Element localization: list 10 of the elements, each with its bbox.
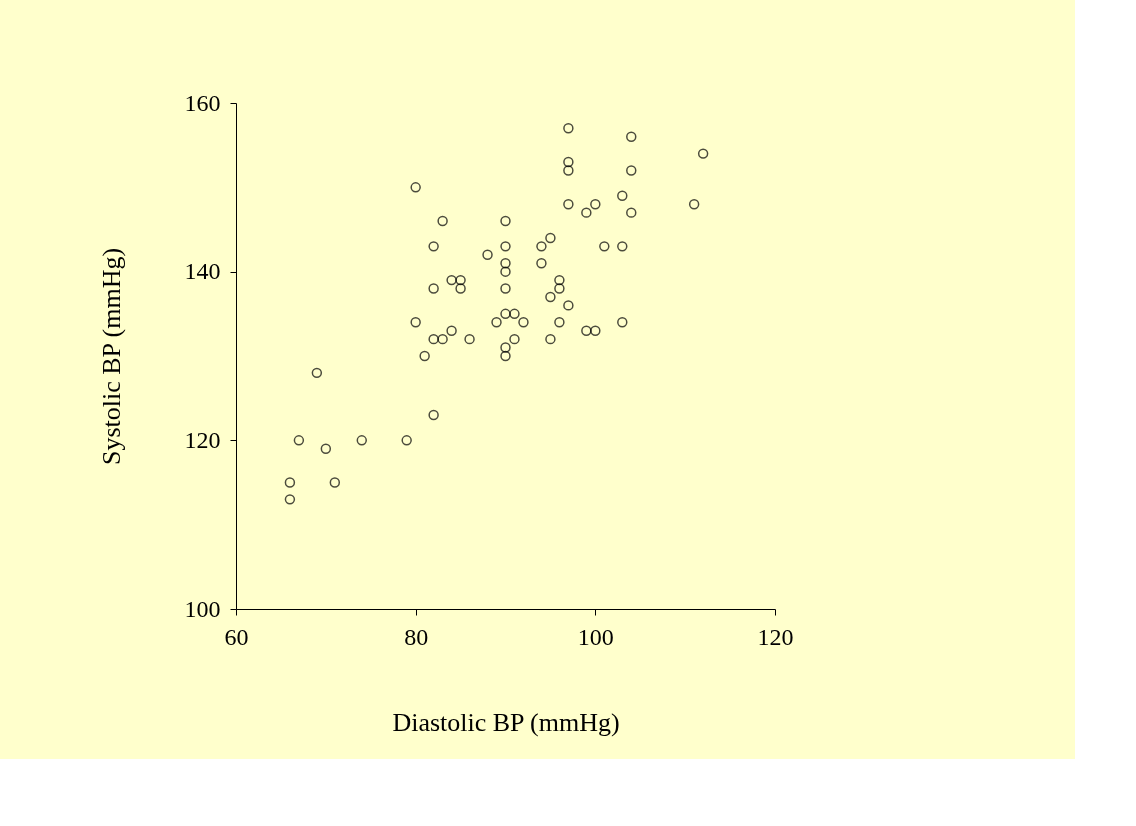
y-tick-label: 100 <box>184 595 221 622</box>
y-tick-label: 120 <box>184 426 221 453</box>
x-tick-label: 120 <box>757 623 794 650</box>
x-tick-label: 60 <box>224 623 249 650</box>
y-tick-label: 160 <box>184 89 221 116</box>
x-tick-label: 80 <box>404 623 429 650</box>
y-axis-title: Systolic BP (mmHg) <box>96 247 126 466</box>
y-tick-label: 140 <box>184 258 221 285</box>
x-axis-title: Diastolic BP (mmHg) <box>392 707 620 737</box>
x-tick-label: 100 <box>577 623 614 650</box>
